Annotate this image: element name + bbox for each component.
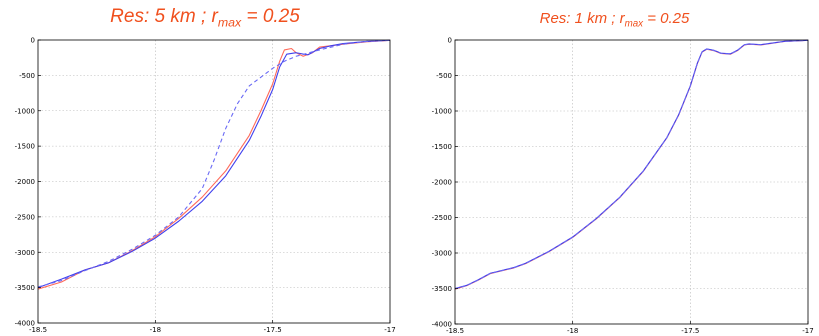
left-series-line-1 [37, 39, 391, 289]
right-x-tick-label-2: -17.5 [681, 327, 699, 335]
right-x-tick-label-0: -18.5 [446, 327, 464, 335]
right-y-tick-label-6: -3000 [432, 250, 452, 258]
right-title-suffix: = 0.25 [643, 10, 690, 27]
left-series-line-0 [37, 39, 391, 290]
left-x-tick-label-1: -18 [150, 326, 161, 334]
right-chart-plot: -18.5 -18 -17.5 -17 0 -500 -1000 -1500 -2000 -250… [432, 37, 814, 336]
right-series-line-0 [454, 39, 809, 290]
right-y-tick-label-4: -2000 [432, 179, 452, 187]
right-y-tick-label-2: -1000 [432, 108, 452, 116]
left-y-tick-label-8: -4000 [15, 320, 35, 328]
left-y-tick-label-0: 0 [31, 37, 35, 45]
right-x-tick-label-3: -17 [802, 327, 813, 335]
left-title-subscript: max [217, 15, 242, 30]
left-x-tick-label-2: -17.5 [264, 326, 282, 334]
right-title-subscript: max [624, 18, 644, 30]
right-y-tick-label-7: -3500 [432, 285, 452, 293]
right-title-prefix: Res: 1 km ; r [539, 10, 625, 27]
left-x-tick-label-3: -17 [384, 326, 395, 334]
left-series-line-2 [37, 39, 391, 288]
left-chart-title: Res: 5 km ; rmax = 0.25 [0, 6, 410, 29]
left-x-tick-label-0: -18.5 [29, 326, 47, 334]
left-y-tick-label-6: -3000 [15, 249, 35, 257]
left-chart-panel: Res: 5 km ; rmax = 0.25 -18.5 -18 -17.5 -17… [0, 6, 410, 335]
right-y-tick-label-3: -1500 [432, 143, 452, 151]
right-x-tick-label-1: -18 [567, 327, 578, 335]
left-y-tick-label-5: -2500 [15, 213, 35, 221]
left-y-tick-label-2: -1000 [15, 107, 35, 115]
right-y-tick-label-8: -4000 [432, 321, 452, 329]
right-y-tick-label-1: -500 [436, 72, 452, 80]
left-chart-plot: -18.5 -18 -17.5 -17 0 -500 -1000 -1500 -2000 -250… [15, 37, 396, 335]
left-title-prefix: Res: 5 km ; r [110, 6, 218, 27]
left-y-tick-label-3: -1500 [15, 143, 35, 151]
right-chart-title: Res: 1 km ; rmax = 0.25 [410, 10, 819, 29]
right-y-tick-label-5: -2500 [432, 214, 452, 222]
right-chart-panel: Res: 1 km ; rmax = 0.25 -18.5 -18 -17.5 -17… [410, 0, 819, 336]
left-y-tick-label-1: -500 [19, 72, 35, 80]
right-series-line-2 [454, 39, 809, 290]
left-title-suffix: = 0.25 [241, 6, 300, 27]
left-y-tick-label-4: -2000 [15, 178, 35, 186]
right-y-tick-label-0: 0 [448, 37, 452, 45]
right-series-line-1 [454, 39, 809, 290]
left-y-tick-label-7: -3500 [15, 284, 35, 292]
